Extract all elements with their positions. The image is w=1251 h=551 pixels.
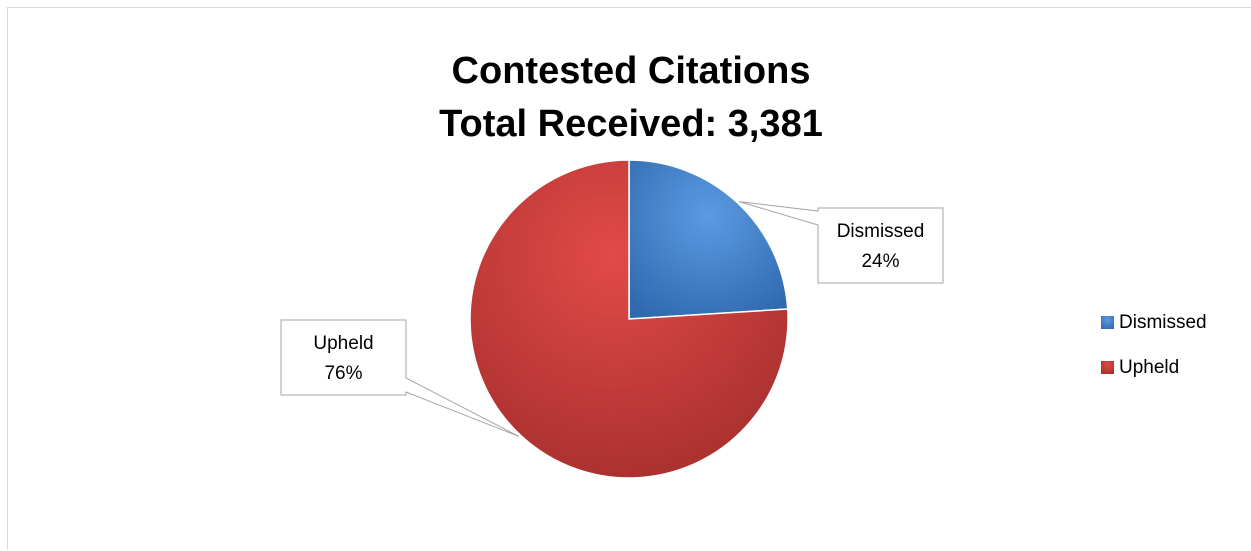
callout-dismissed: Dismissed 24% <box>739 201 944 284</box>
pie-slices <box>469 159 789 479</box>
data-label-category: Dismissed <box>837 221 925 242</box>
chart-subtitle: Total Received: 3,381 <box>439 103 823 145</box>
pie-slice-upheld <box>469 159 789 479</box>
legend: Dismissed Upheld <box>1101 312 1207 378</box>
legend-item-dismissed: Dismissed <box>1101 312 1207 333</box>
legend-label: Dismissed <box>1119 312 1207 333</box>
pie-slice-dismissed <box>628 159 789 320</box>
legend-item-upheld: Upheld <box>1101 357 1179 378</box>
pie-chart: Contested Citations Total Received: 3,38… <box>280 50 1207 479</box>
callout-box <box>739 201 944 284</box>
legend-swatch <box>1101 316 1114 329</box>
chart-area: Contested Citations Total Received: 3,38… <box>7 7 1251 550</box>
chart-title: Contested Citations <box>452 50 811 92</box>
data-label-value: 76% <box>324 363 362 384</box>
callout-box <box>280 319 520 437</box>
data-label-callouts: Dismissed 24% Upheld 76% <box>280 201 944 437</box>
callout-upheld: Upheld 76% <box>280 319 520 437</box>
legend-swatch <box>1101 361 1114 374</box>
data-label-category: Upheld <box>313 333 373 354</box>
data-label-value: 24% <box>861 251 899 272</box>
legend-label: Upheld <box>1119 357 1179 378</box>
